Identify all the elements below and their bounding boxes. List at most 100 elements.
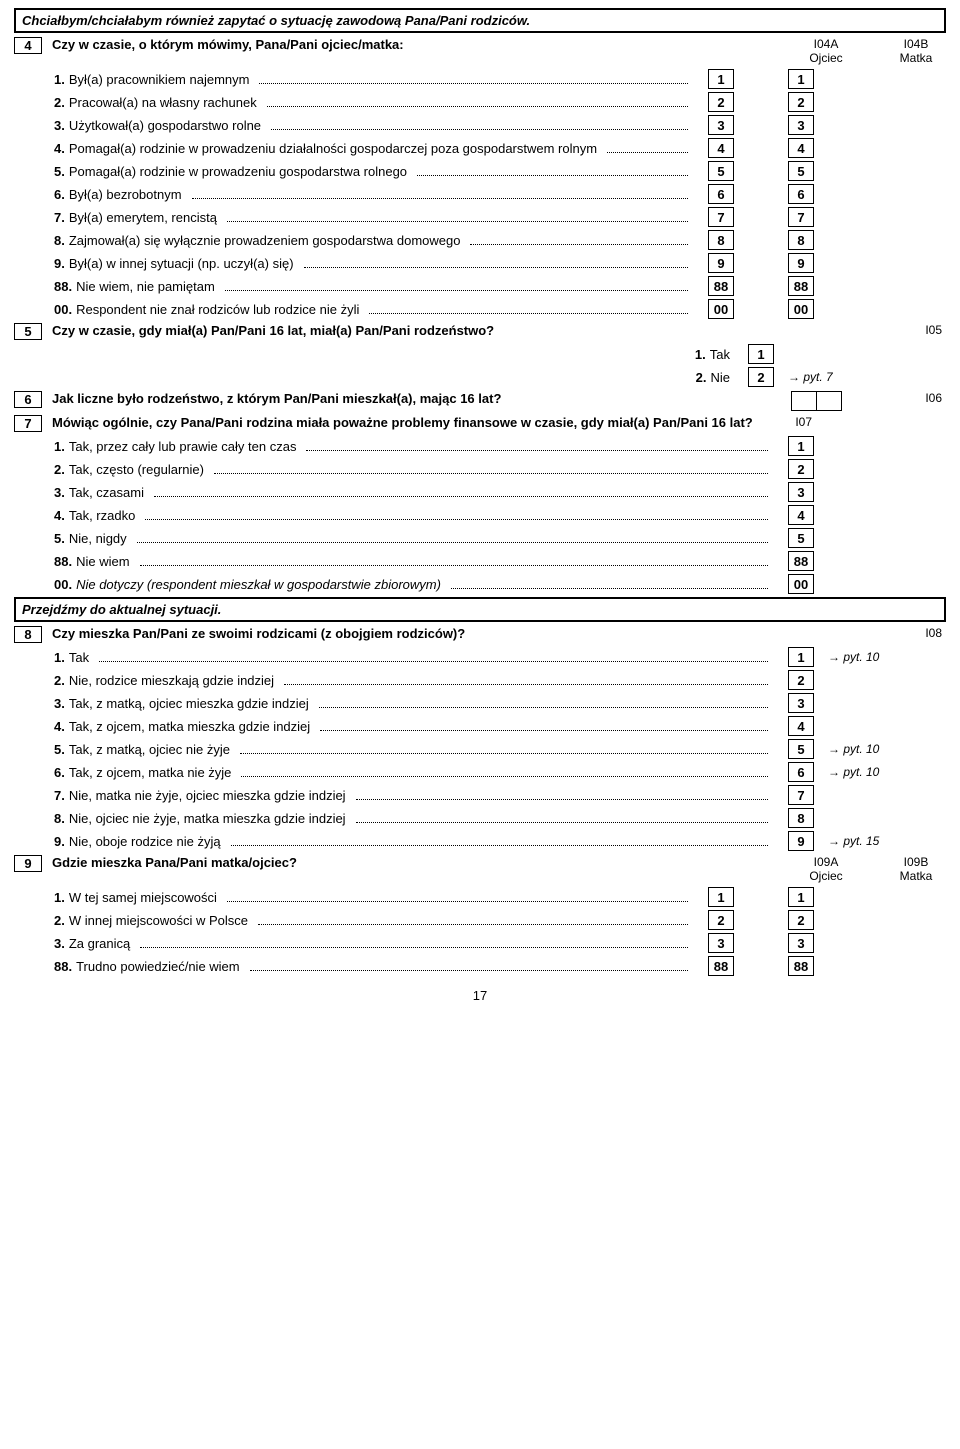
item-box-b[interactable]: 3 xyxy=(788,933,814,953)
item-box[interactable]: 5 xyxy=(788,739,814,759)
dots xyxy=(271,120,688,130)
item-box[interactable]: 3 xyxy=(788,693,814,713)
item-pre: 1. xyxy=(54,650,65,665)
q8-num: 8 xyxy=(14,626,42,643)
item-box[interactable]: 2 xyxy=(788,670,814,690)
item-box-b[interactable]: 8 xyxy=(788,230,814,250)
q7-item: 3. Tak, czasami 3 xyxy=(14,482,946,502)
item-box-a[interactable]: 1 xyxy=(708,69,734,89)
item-box-a[interactable]: 4 xyxy=(708,138,734,158)
item-pre: 00. xyxy=(54,577,72,592)
item-box-b[interactable]: 2 xyxy=(788,910,814,930)
item-box-b[interactable]: 6 xyxy=(788,184,814,204)
item-txt: Tak, z matką, ojciec nie żyje xyxy=(69,742,230,757)
item-box[interactable]: 4 xyxy=(788,716,814,736)
item-box[interactable]: 1 xyxy=(788,436,814,456)
item-box[interactable]: 3 xyxy=(788,482,814,502)
item-box-a[interactable]: 7 xyxy=(708,207,734,227)
item-box[interactable]: 1 xyxy=(788,647,814,667)
q9-num: 9 xyxy=(14,855,42,872)
item-box-a[interactable]: 00 xyxy=(708,299,734,319)
item-box-a[interactable]: 88 xyxy=(708,276,734,296)
q8-item: 6. Tak, z ojcem, matka nie żyje 6 → pyt.… xyxy=(14,762,946,782)
item-box-a[interactable]: 3 xyxy=(708,933,734,953)
dots xyxy=(470,235,688,245)
q4-item: 7. Był(a) emerytem, rencistą 7 7 xyxy=(14,207,946,227)
item-box[interactable]: 88 xyxy=(788,551,814,571)
item-box[interactable]: 7 xyxy=(788,785,814,805)
item-box-a[interactable]: 6 xyxy=(708,184,734,204)
item-box-b[interactable]: 5 xyxy=(788,161,814,181)
item-txt: Był(a) bezrobotnym xyxy=(69,187,182,202)
q7-id: I07 xyxy=(772,415,816,429)
q7-item: 00. Nie dotyczy (respondent mieszkał w g… xyxy=(14,574,946,594)
item-box-a[interactable]: 9 xyxy=(708,253,734,273)
q7-item: 5. Nie, nigdy 5 xyxy=(14,528,946,548)
item-pre: 1. xyxy=(54,439,65,454)
q9: 9 Gdzie mieszka Pana/Pani matka/ojciec? … xyxy=(14,855,946,883)
q6-id: I06 xyxy=(902,391,946,405)
q7-num: 7 xyxy=(14,415,42,432)
item-box-b[interactable]: 1 xyxy=(788,69,814,89)
item-box-b[interactable]: 88 xyxy=(788,276,814,296)
item-box-b[interactable]: 1 xyxy=(788,887,814,907)
q5-opt2-txt: Nie xyxy=(710,370,730,385)
item-pre: 3. xyxy=(54,118,65,133)
item-pre: 1. xyxy=(54,72,65,87)
item-box[interactable]: 6 xyxy=(788,762,814,782)
item-box[interactable]: 2 xyxy=(788,459,814,479)
item-box[interactable]: 4 xyxy=(788,505,814,525)
item-box-a[interactable]: 8 xyxy=(708,230,734,250)
q5-id: I05 xyxy=(902,323,946,337)
dots xyxy=(250,961,688,971)
dots xyxy=(259,74,688,84)
item-box-b[interactable]: 7 xyxy=(788,207,814,227)
item-box-b[interactable]: 9 xyxy=(788,253,814,273)
item-pre: 00. xyxy=(54,302,72,317)
item-box[interactable]: 8 xyxy=(788,808,814,828)
item-txt: Tak, z ojcem, matka nie żyje xyxy=(69,765,232,780)
item-txt: Nie wiem, nie pamiętam xyxy=(76,279,215,294)
item-box-b[interactable]: 2 xyxy=(788,92,814,112)
q4-col2: I04B Matka xyxy=(886,37,946,65)
q4-col1: I04A Ojciec xyxy=(796,37,856,65)
item-box-b[interactable]: 88 xyxy=(788,956,814,976)
item-txt: Tak, z matką, ojciec mieszka gdzie indzi… xyxy=(69,696,309,711)
q8-text: Czy mieszka Pan/Pani ze swoimi rodzicami… xyxy=(52,626,902,641)
item-box-a[interactable]: 3 xyxy=(708,115,734,135)
q5-opt1-box[interactable]: 1 xyxy=(748,344,774,364)
q8-item: 5. Tak, z matką, ojciec nie żyje 5 → pyt… xyxy=(14,739,946,759)
item-box-a[interactable]: 2 xyxy=(708,92,734,112)
q7-item: 4. Tak, rzadko 4 xyxy=(14,505,946,525)
item-box-a[interactable]: 1 xyxy=(708,887,734,907)
item-pre: 5. xyxy=(54,531,65,546)
item-box[interactable]: 5 xyxy=(788,528,814,548)
item-pre: 3. xyxy=(54,696,65,711)
item-box-a[interactable]: 2 xyxy=(708,910,734,930)
item-txt: Za granicą xyxy=(69,936,130,951)
item-txt: Nie, oboje rodzice nie żyją xyxy=(69,834,221,849)
dots xyxy=(320,721,768,731)
item-box[interactable]: 9 xyxy=(788,831,814,851)
item-goto: → pyt. 10 xyxy=(828,650,888,664)
item-txt: Był(a) pracownikiem najemnym xyxy=(69,72,250,87)
dots xyxy=(284,675,768,685)
item-box[interactable]: 00 xyxy=(788,574,814,594)
item-box-b[interactable]: 4 xyxy=(788,138,814,158)
q9-item: 3. Za granicą 3 3 xyxy=(14,933,946,953)
item-box-a[interactable]: 5 xyxy=(708,161,734,181)
item-pre: 6. xyxy=(54,187,65,202)
item-box-b[interactable]: 00 xyxy=(788,299,814,319)
q6: 6 Jak liczne było rodzeństwo, z którym P… xyxy=(14,391,946,411)
q5-opt2-box[interactable]: 2 xyxy=(748,367,774,387)
q6-input[interactable] xyxy=(791,391,842,411)
section-a-header: Chciałbym/chciałabym również zapytać o s… xyxy=(14,8,946,33)
q4-text: Czy w czasie, o którym mówimy, Pana/Pani… xyxy=(52,37,796,52)
item-txt: Nie wiem xyxy=(76,554,129,569)
q4-item: 3. Użytkował(a) gospodarstwo rolne 3 3 xyxy=(14,115,946,135)
item-box-a[interactable]: 88 xyxy=(708,956,734,976)
item-box-b[interactable]: 3 xyxy=(788,115,814,135)
dots xyxy=(451,579,768,589)
q4-item: 4. Pomagał(a) rodzinie w prowadzeniu dzi… xyxy=(14,138,946,158)
q9-item: 88. Trudno powiedzieć/nie wiem 88 88 xyxy=(14,956,946,976)
